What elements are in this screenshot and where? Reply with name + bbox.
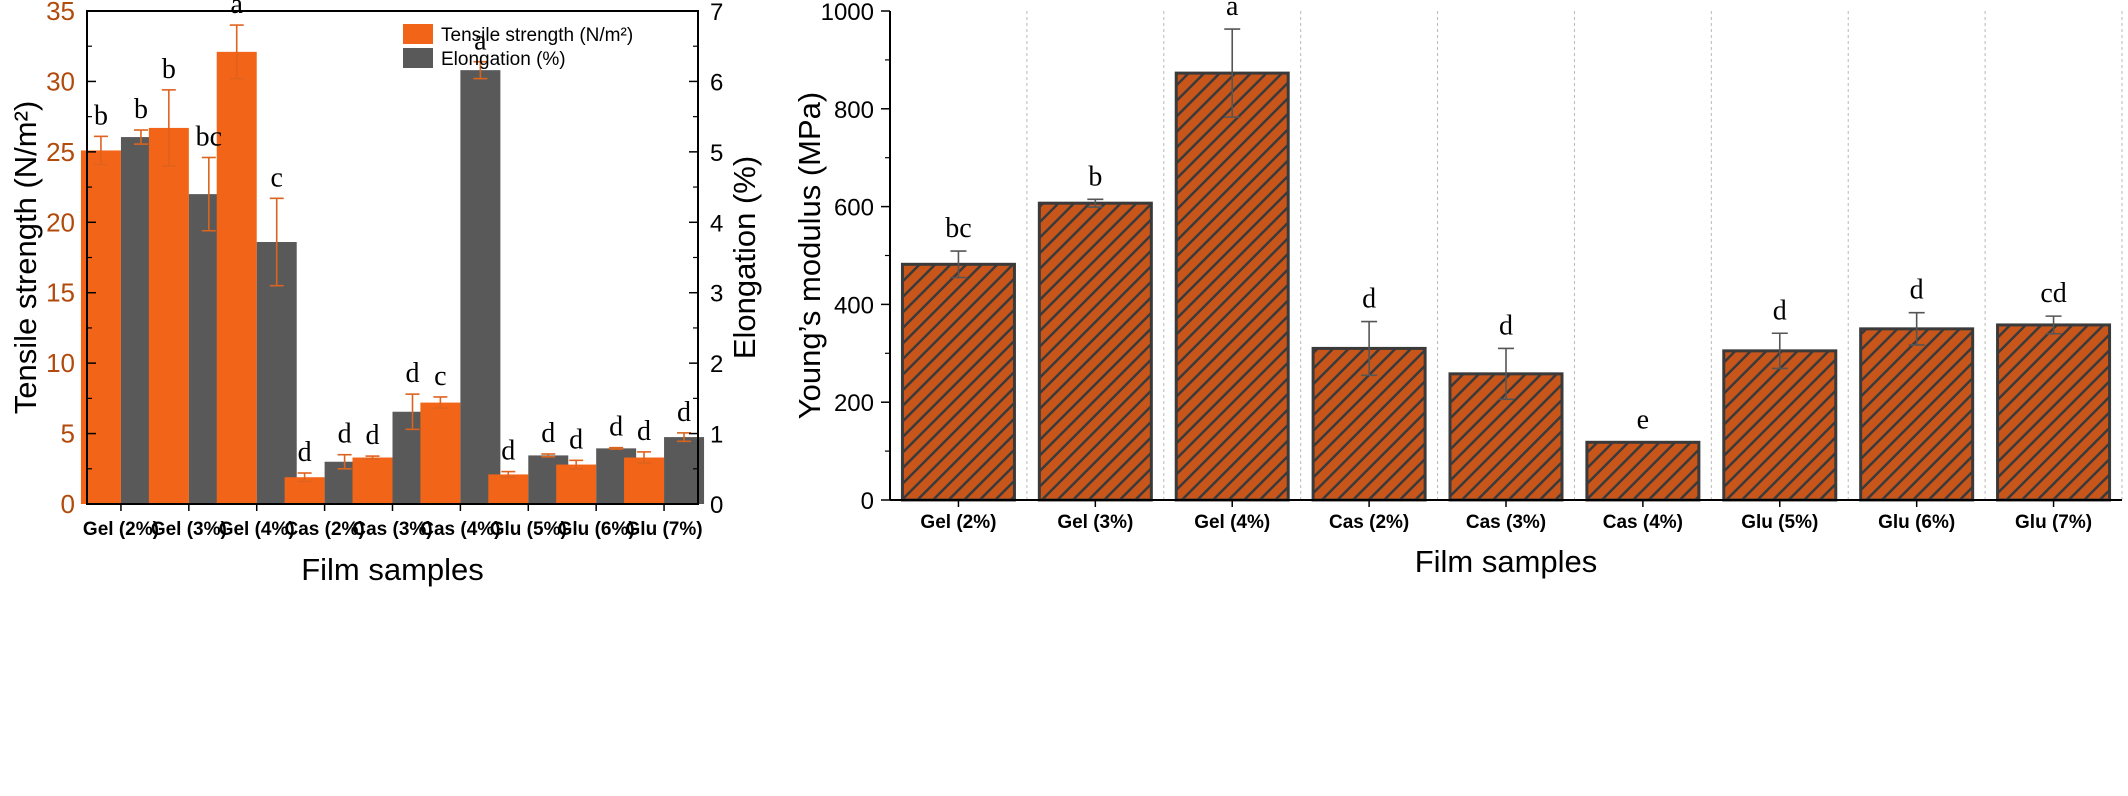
y-tick-label-35: 35: [46, 0, 75, 26]
bar-modulus-gel-4: [1174, 71, 1290, 502]
y-tick-label-200: 200: [834, 390, 874, 417]
x-tick-label-gel-2: Gel (2%): [83, 519, 159, 540]
bar-tensile-cas-3: [352, 457, 393, 504]
x-tick-label-cas-2: Cas (2%): [284, 519, 364, 540]
y-tick-label-15: 15: [46, 278, 75, 308]
sig-letter-modulus-gel-2: bc: [945, 213, 971, 244]
bar-tensile-glu-5: [488, 474, 529, 504]
x-tick-label-cas-4: Cas (4%): [1603, 512, 1683, 533]
sig-letter-elongation-gel-3: bc: [196, 121, 222, 152]
bar-tensile-cas-4: [420, 402, 461, 504]
legend-label-elongation: Elongation (%): [441, 49, 566, 70]
x-tick-label-gel-3: Gel (3%): [1057, 512, 1133, 533]
legend-swatch-elongation: [403, 48, 433, 68]
y-tick-label-0: 0: [861, 488, 874, 515]
sig-letter-modulus-cas-3: d: [1499, 310, 1513, 341]
x-tick-label-glu-5: Glu (5%): [1741, 512, 1818, 533]
legend: Tensile strength (N/m²) Elongation (%): [403, 24, 633, 70]
bar-elongation-cas-4: [460, 70, 501, 504]
bar-modulus-glu-7: [1996, 323, 2112, 502]
y2-tick-label-7: 7: [710, 0, 723, 26]
sig-letter-modulus-glu-7: cd: [2040, 278, 2066, 309]
y-tick-label-600: 600: [834, 195, 874, 222]
sig-letter-elongation-cas-4: a: [474, 26, 487, 57]
x-tick-label-glu-7: Glu (7%): [626, 519, 703, 540]
sig-letter-tensile-glu-6: d: [569, 424, 583, 455]
sig-letter-modulus-cas-2: d: [1362, 284, 1376, 315]
legend-swatch-tensile: [403, 24, 433, 44]
x-tick-label-gel-3: Gel (3%): [151, 519, 227, 540]
x-tick-label-glu-6: Glu (6%): [1878, 512, 1955, 533]
y-tick-label-25: 25: [46, 137, 75, 167]
y-tick-label-5: 5: [61, 419, 75, 449]
y2-tick-label-4: 4: [710, 210, 723, 237]
bar-tensile-gel-4: [216, 51, 257, 504]
x-tick-label-glu-5: Glu (5%): [490, 519, 567, 540]
sig-letter-modulus-glu-5: d: [1773, 295, 1787, 326]
x-tick-label-cas-3: Cas (3%): [1466, 512, 1546, 533]
x-axis-title: Film samples: [1415, 544, 1598, 579]
sig-letter-tensile-gel-3: b: [162, 54, 176, 85]
bar-modulus-cas-4: [1585, 440, 1701, 502]
bar-modulus-glu-5: [1722, 349, 1838, 502]
x-tick-label-cas-4: Cas (4%): [420, 519, 500, 540]
sig-letter-modulus-gel-4: a: [1226, 0, 1239, 22]
y-axis-title: Young’s modulus (MPa): [792, 92, 827, 419]
x-tick-label-cas-3: Cas (3%): [352, 519, 432, 540]
y-tick-label-0: 0: [61, 489, 75, 519]
x-tick-label-gel-2: Gel (2%): [920, 512, 996, 533]
sig-letter-tensile-glu-5: d: [501, 436, 515, 467]
sig-letter-modulus-gel-3: b: [1088, 161, 1102, 192]
sig-letter-elongation-glu-5: d: [541, 418, 555, 449]
x-tick-label-glu-6: Glu (6%): [558, 519, 635, 540]
sig-letter-elongation-glu-7: d: [677, 397, 691, 428]
sig-letter-tensile-cas-2: d: [298, 437, 312, 468]
sig-letter-tensile-gel-2: b: [94, 100, 108, 131]
y-tick-label-30: 30: [46, 66, 75, 96]
bar-tensile-glu-6: [556, 464, 597, 504]
y-tick-label-400: 400: [834, 292, 874, 319]
y2-tick-label-3: 3: [710, 281, 723, 308]
bar-tensile-glu-7: [624, 457, 665, 504]
sig-letter-tensile-cas-4: c: [434, 361, 446, 392]
y2-tick-label-6: 6: [710, 69, 723, 96]
x-tick-label-cas-2: Cas (2%): [1329, 512, 1409, 533]
y-tick-label-20: 20: [46, 207, 75, 237]
sig-letter-elongation-cas-3: d: [406, 358, 420, 389]
x-tick-label-gel-4: Gel (4%): [219, 519, 295, 540]
legend-label-tensile: Tensile strength (N/m²): [441, 25, 633, 46]
x-tick-label-glu-7: Glu (7%): [2015, 512, 2092, 533]
x-axis-title: Film samples: [301, 552, 484, 587]
sig-letter-modulus-glu-6: d: [1910, 275, 1924, 306]
bar-modulus-glu-6: [1859, 327, 1975, 502]
sig-letter-tensile-glu-7: d: [637, 416, 651, 447]
sig-letter-elongation-glu-6: d: [609, 412, 623, 443]
y2-axis-title: Elongation (%): [727, 156, 762, 359]
y-tick-label-800: 800: [834, 97, 874, 124]
sig-letter-modulus-cas-4: e: [1637, 404, 1649, 435]
y2-tick-label-2: 2: [710, 351, 723, 378]
bar-modulus-gel-3: [1037, 201, 1153, 502]
y-tick-label-10: 10: [46, 348, 75, 378]
y-tick-label-1000: 1000: [821, 0, 874, 26]
sig-letter-tensile-cas-3: d: [366, 420, 380, 451]
youngs-modulus-chart: bc b a d d e d d cd 0 200 400 600 800 1000 Gel (2%) Ge…: [792, 0, 2123, 579]
bar-modulus-gel-2: [900, 262, 1016, 502]
y2-tick-label-5: 5: [710, 140, 723, 167]
sig-letter-elongation-gel-4: c: [271, 162, 283, 193]
y2-tick-label-0: 0: [710, 492, 723, 519]
sig-letter-elongation-gel-2: b: [134, 94, 148, 125]
y2-tick-label-1: 1: [710, 422, 723, 449]
x-tick-label-gel-4: Gel (4%): [1194, 512, 1270, 533]
y-axis-title: Tensile strength (N/m²): [8, 101, 43, 415]
sig-letter-elongation-cas-2: d: [338, 419, 352, 450]
bar-tensile-gel-3: [148, 127, 189, 504]
